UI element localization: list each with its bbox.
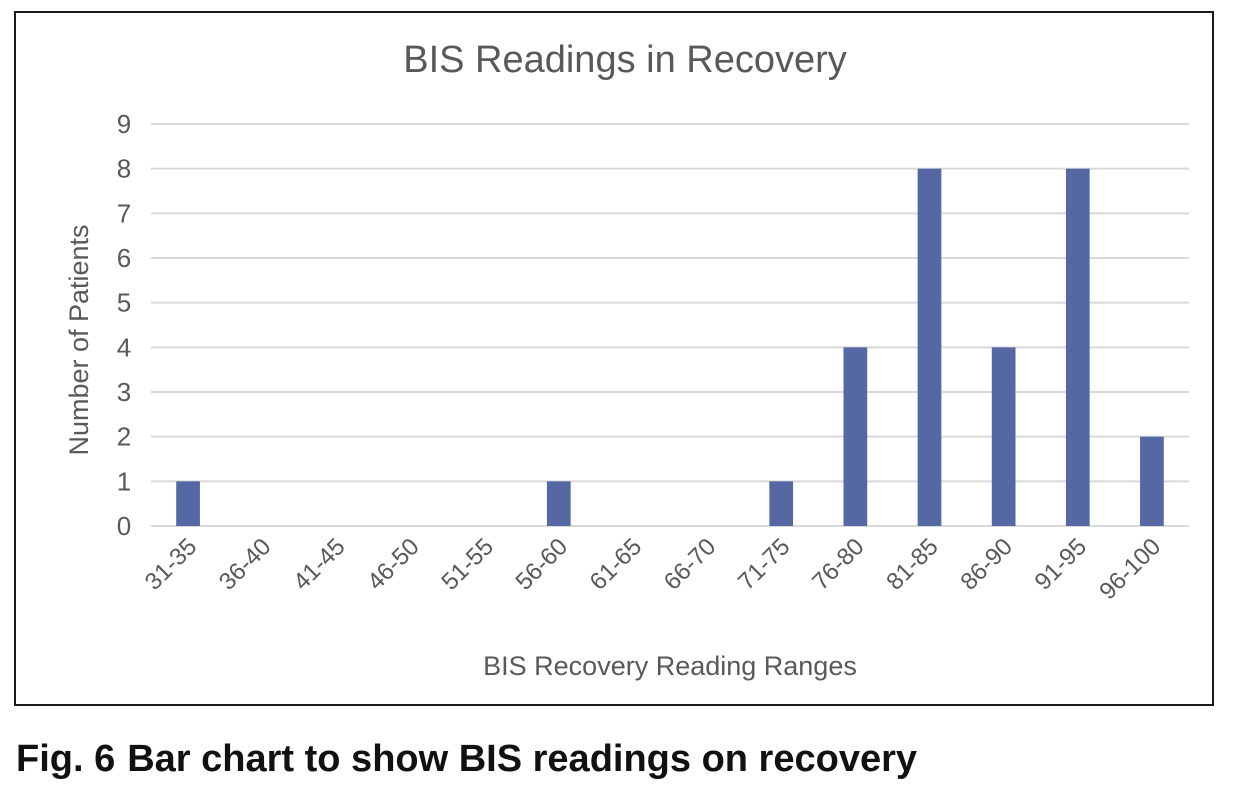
y-axis-ticks: 0 1 2 3 4 5 6 7 8 9 <box>117 109 131 541</box>
bar-31-35 <box>176 481 200 526</box>
figure-caption-text: Bar chart to show BIS readings on recove… <box>127 738 918 780</box>
bar-56-60 <box>546 481 571 526</box>
chart-title: BIS Readings in Recovery <box>403 39 847 81</box>
x-tick-label: 96-100 <box>1094 533 1166 605</box>
x-axis-ticks: 31-35 36-40 41-45 46-50 51-55 56-60 61-65 66-70… <box>140 533 1166 605</box>
bar-81-85 <box>917 168 942 526</box>
y-axis-label: Number of Patients <box>64 224 94 455</box>
bar-76-80 <box>843 347 868 526</box>
x-tick-label: 86-90 <box>955 533 1018 596</box>
y-tick-label: 9 <box>117 109 131 139</box>
figure-caption: Fig. 6 Bar chart to show BIS readings on … <box>16 738 917 781</box>
y-tick-label: 0 <box>117 511 131 541</box>
x-tick-label: 61-65 <box>585 533 648 596</box>
bars <box>176 168 1164 526</box>
y-tick-label: 2 <box>117 422 131 452</box>
x-tick-label: 46-50 <box>362 533 425 596</box>
x-tick-label: 41-45 <box>288 533 351 596</box>
figure-number: Fig. 6 <box>16 738 116 780</box>
y-tick-label: 5 <box>117 288 131 318</box>
x-tick-label: 36-40 <box>214 533 277 596</box>
y-tick-label: 8 <box>117 154 131 184</box>
x-tick-label: 51-55 <box>436 533 499 596</box>
bar-chart: BIS Readings in Recovery 0 1 2 3 4 5 6 7 8 9 31-3… <box>64 39 1189 681</box>
bar-86-90 <box>991 347 1016 526</box>
gridlines <box>151 123 1189 527</box>
x-tick-label: 56-60 <box>511 533 574 596</box>
bar-91-95 <box>1065 168 1090 526</box>
x-tick-label: 31-35 <box>140 533 203 596</box>
y-tick-label: 4 <box>117 332 131 362</box>
y-tick-label: 6 <box>117 243 131 273</box>
bar-71-75 <box>769 481 794 526</box>
x-tick-label: 71-75 <box>733 533 796 596</box>
y-tick-label: 3 <box>117 377 131 407</box>
x-tick-label: 66-70 <box>659 533 722 596</box>
x-tick-label: 91-95 <box>1030 533 1093 596</box>
x-tick-label: 76-80 <box>807 533 870 596</box>
x-axis-label: BIS Recovery Reading Ranges <box>483 651 857 681</box>
x-tick-label: 81-85 <box>881 533 944 596</box>
y-tick-label: 1 <box>117 466 131 496</box>
y-tick-label: 7 <box>117 198 131 228</box>
bar-96-100 <box>1140 436 1164 526</box>
